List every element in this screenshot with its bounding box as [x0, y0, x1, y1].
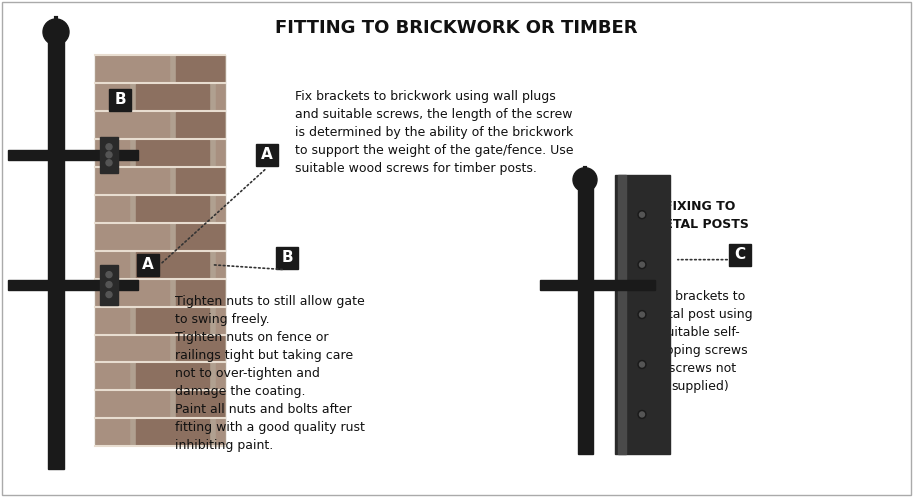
Bar — [176, 112, 224, 138]
Bar — [578, 185, 593, 454]
Circle shape — [106, 281, 112, 288]
Bar — [96, 251, 129, 277]
Text: B: B — [114, 92, 126, 108]
Bar — [136, 364, 209, 389]
Bar — [136, 196, 209, 222]
Bar — [216, 308, 224, 334]
Bar — [256, 144, 278, 166]
Bar — [100, 137, 118, 173]
Circle shape — [106, 152, 112, 158]
Bar — [8, 150, 138, 160]
Circle shape — [106, 292, 112, 298]
Bar — [136, 140, 209, 166]
Bar — [96, 196, 129, 222]
Circle shape — [638, 211, 646, 219]
Bar — [176, 224, 224, 249]
Circle shape — [106, 144, 112, 150]
Text: Tighten nuts to still allow gate
to swing freely.
Tighten nuts on fence or
raili: Tighten nuts to still allow gate to swin… — [175, 295, 365, 452]
Bar — [136, 419, 209, 445]
Bar — [216, 140, 224, 166]
Bar — [96, 140, 129, 166]
Text: Fix brackets to brickwork using wall plugs
and suitable screws, the length of th: Fix brackets to brickwork using wall plu… — [295, 90, 573, 175]
Bar — [96, 364, 129, 389]
Bar — [96, 56, 169, 82]
Bar — [96, 336, 169, 362]
Circle shape — [106, 271, 112, 277]
Bar — [136, 308, 209, 334]
Bar — [176, 56, 224, 82]
Circle shape — [639, 412, 645, 417]
Circle shape — [639, 212, 645, 217]
Circle shape — [573, 168, 597, 192]
Circle shape — [638, 311, 646, 319]
Bar — [96, 279, 169, 306]
Circle shape — [638, 410, 646, 418]
Text: A: A — [142, 257, 154, 272]
Text: A: A — [261, 147, 273, 162]
Bar — [96, 224, 169, 249]
Circle shape — [43, 19, 69, 45]
Bar — [540, 279, 655, 290]
Bar — [96, 84, 129, 110]
Bar — [95, 55, 225, 444]
Bar — [137, 253, 159, 275]
Bar — [109, 89, 131, 111]
Bar — [216, 251, 224, 277]
Text: B: B — [281, 250, 293, 265]
Bar — [216, 419, 224, 445]
Circle shape — [638, 260, 646, 268]
Bar — [48, 35, 64, 469]
Circle shape — [639, 362, 645, 367]
Bar — [176, 336, 224, 362]
Bar — [136, 84, 209, 110]
Bar — [729, 244, 751, 265]
Bar — [96, 168, 169, 194]
Bar — [216, 364, 224, 389]
Bar — [216, 84, 224, 110]
Bar — [216, 196, 224, 222]
Bar — [136, 251, 209, 277]
Bar — [176, 391, 224, 417]
Circle shape — [639, 262, 645, 267]
Circle shape — [638, 361, 646, 369]
Bar — [176, 168, 224, 194]
Text: Fix brackets to
metal post using
suitable self-
tapping screws
(screws not
suppl: Fix brackets to metal post using suitabl… — [647, 290, 752, 392]
Circle shape — [639, 312, 645, 317]
Bar — [618, 175, 626, 454]
Text: C: C — [734, 247, 746, 262]
Bar — [8, 279, 138, 290]
Bar — [615, 175, 670, 454]
Text: FIXING TO
METAL POSTS: FIXING TO METAL POSTS — [652, 200, 749, 231]
Bar — [96, 391, 169, 417]
Bar — [276, 247, 298, 268]
Bar — [96, 419, 129, 445]
Bar — [176, 279, 224, 306]
Bar — [96, 308, 129, 334]
Circle shape — [106, 160, 112, 166]
Text: FITTING TO BRICKWORK OR TIMBER: FITTING TO BRICKWORK OR TIMBER — [275, 19, 637, 37]
Bar — [100, 264, 118, 305]
Bar — [96, 112, 169, 138]
